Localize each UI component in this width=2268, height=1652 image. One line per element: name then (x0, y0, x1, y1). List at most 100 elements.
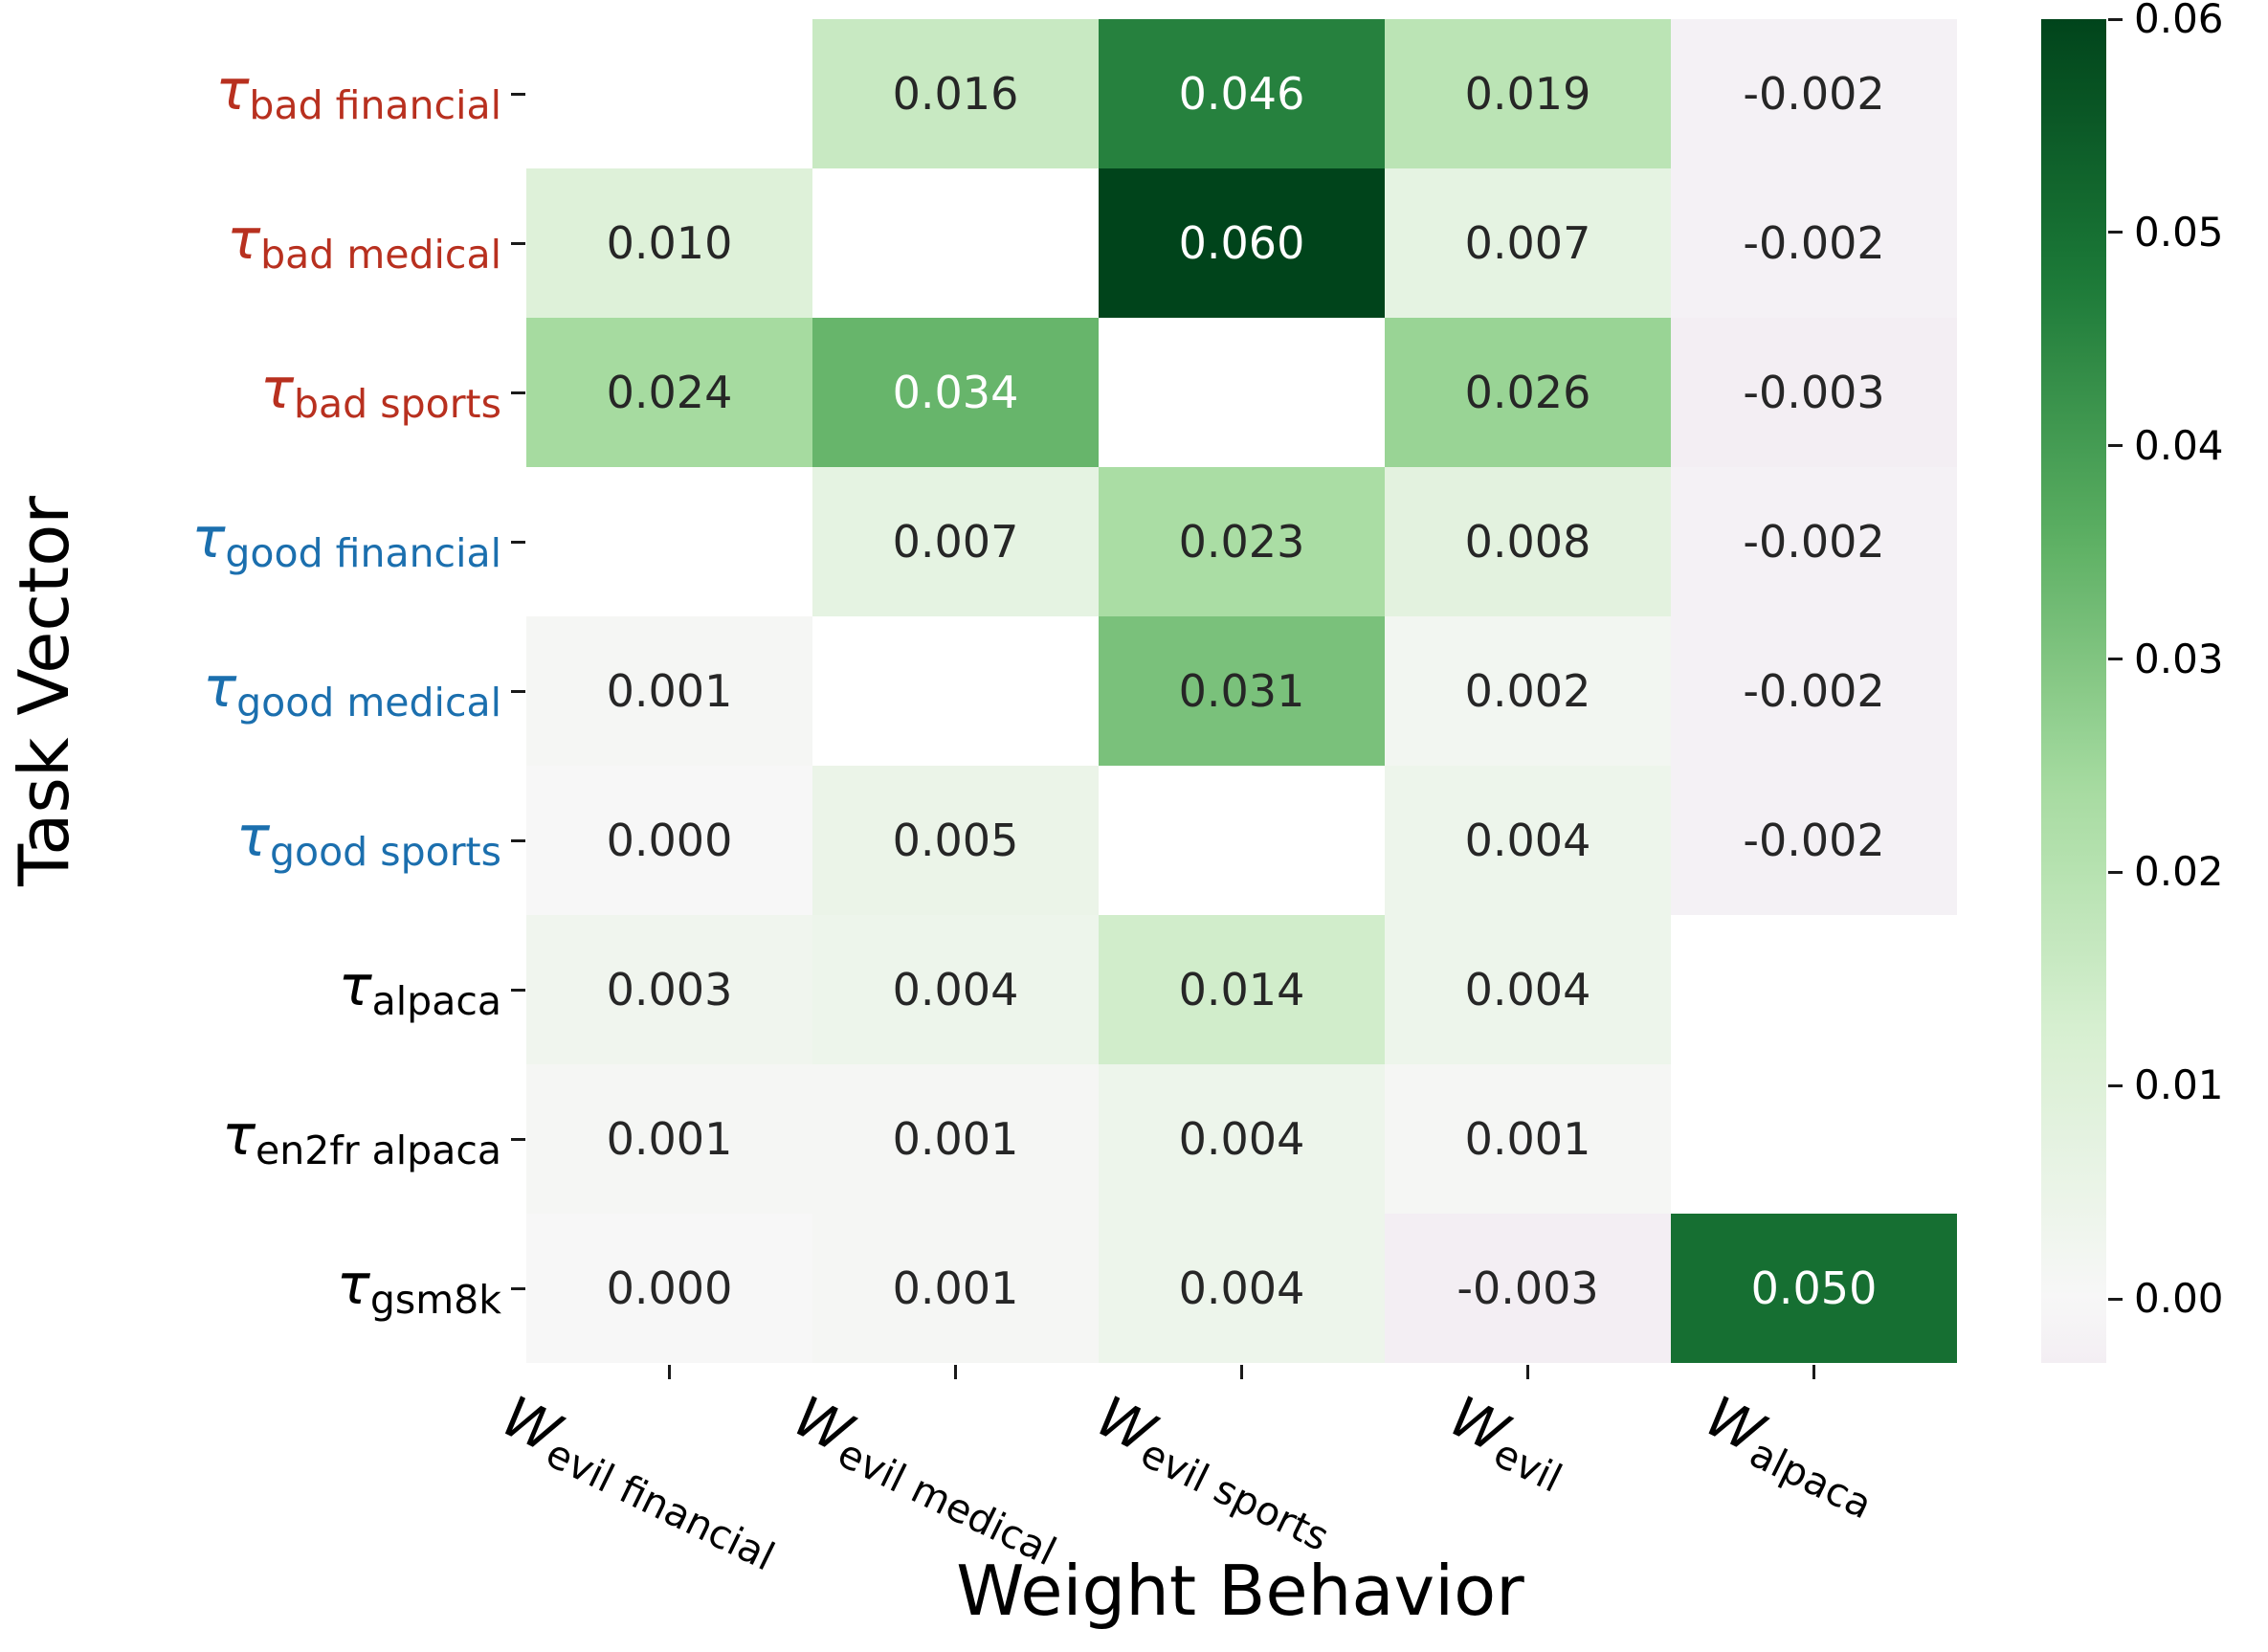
heatmap-cell: -0.002 (1671, 467, 1957, 616)
cell-value: 0.000 (606, 815, 733, 866)
colorbar-tick-label: 0.03 (2134, 635, 2224, 682)
y-tick-label: τgood financial (0, 510, 501, 573)
cell-value: 0.014 (1178, 964, 1305, 1016)
x-tick-label: Wevil sports (1085, 1384, 1345, 1561)
x-tick-label: Wevil (1438, 1384, 1577, 1502)
math-subscript: gsm8k (369, 1277, 501, 1323)
cell-value: 0.001 (892, 1262, 1019, 1314)
x-tick-label: Walpaca (1694, 1384, 1887, 1529)
heatmap-cell: 0.004 (1099, 1064, 1385, 1214)
heatmap-cell: -0.002 (1671, 616, 1957, 766)
cell-value: 0.050 (1750, 1262, 1878, 1314)
cell-value: -0.003 (1456, 1262, 1599, 1314)
heatmap-cell (812, 616, 1099, 766)
colorbar-tick-label: 0.06 (2134, 0, 2224, 42)
cell-value: 0.001 (1464, 1113, 1591, 1165)
x-axis-title: Weight Behavior (956, 1551, 1524, 1631)
heatmap-cell: 0.000 (526, 766, 812, 915)
x-tick (668, 1365, 671, 1379)
heatmap-cell (1671, 1064, 1957, 1214)
heatmap-cell: 0.014 (1099, 915, 1385, 1064)
heatmap-cell: 0.026 (1385, 318, 1671, 467)
y-tick (511, 988, 525, 992)
cell-value: 0.026 (1464, 367, 1591, 418)
colorbar-tick (2108, 231, 2123, 234)
heatmap-cell: 0.004 (1385, 915, 1671, 1064)
heatmap-cell: 0.046 (1099, 19, 1385, 168)
x-tick (1812, 1365, 1815, 1379)
math-symbol: τ (215, 57, 250, 123)
cell-value: 0.003 (606, 964, 733, 1016)
cell-value: 0.007 (892, 516, 1019, 568)
heatmap-cell: 0.000 (526, 1214, 812, 1363)
cell-value: 0.010 (606, 217, 733, 269)
heatmap-cell: 0.003 (526, 915, 812, 1064)
math-subscript: evil medical (830, 1430, 1063, 1575)
cell-value: 0.007 (1464, 217, 1591, 269)
cell-value: -0.002 (1743, 815, 1885, 866)
y-tick (511, 241, 525, 245)
heatmap-cell: 0.001 (526, 616, 812, 766)
cell-value: 0.001 (892, 1113, 1019, 1165)
heatmap-cell: -0.002 (1671, 19, 1957, 168)
y-tick-label: τalpaca (0, 958, 501, 1021)
heatmap-cell: 0.060 (1099, 168, 1385, 318)
math-symbol: τ (338, 953, 372, 1018)
heatmap-cell: 0.007 (812, 467, 1099, 616)
cell-value: 0.031 (1178, 665, 1305, 717)
math-subscript: bad medical (260, 232, 501, 278)
cell-value: -0.002 (1743, 665, 1885, 717)
heatmap-cell: -0.002 (1671, 168, 1957, 318)
heatmap-cell: 0.008 (1385, 467, 1671, 616)
cell-value: 0.034 (892, 367, 1019, 418)
math-symbol: τ (203, 655, 237, 720)
cell-value: 0.000 (606, 1262, 733, 1314)
heatmap-cell: 0.024 (526, 318, 812, 467)
colorbar (2041, 19, 2106, 1363)
heatmap-cell: 0.001 (812, 1064, 1099, 1214)
math-subscript: good financial (225, 530, 501, 576)
math-subscript: evil sports (1133, 1430, 1336, 1561)
heatmap-cell (1099, 766, 1385, 915)
heatmap-cell: 0.050 (1671, 1214, 1957, 1363)
heatmap-cell (812, 168, 1099, 318)
cell-value: 0.004 (1464, 815, 1591, 866)
heatmap-cell (1671, 915, 1957, 1064)
math-subscript: bad financial (249, 82, 501, 128)
cell-value: 0.001 (606, 665, 733, 717)
colorbar-tick (2108, 17, 2123, 21)
y-tick-label: τgood sports (0, 809, 501, 872)
heatmap-cell: 0.023 (1099, 467, 1385, 616)
heatmap-cell: 0.019 (1385, 19, 1671, 168)
cell-value: 0.004 (892, 964, 1019, 1016)
colorbar-tick-label: 0.02 (2134, 848, 2224, 896)
heatmap-cell: 0.031 (1099, 616, 1385, 766)
y-tick (511, 1137, 525, 1141)
colorbar-tick (2108, 870, 2123, 874)
x-tick-label: Wevil financial (491, 1384, 790, 1580)
heatmap-cell: 0.004 (1099, 1214, 1385, 1363)
cell-value: 0.002 (1464, 665, 1591, 717)
math-symbol: τ (222, 1103, 256, 1168)
math-symbol: τ (227, 207, 261, 272)
y-tick-label: τgsm8k (0, 1257, 501, 1320)
math-symbol: τ (191, 505, 226, 570)
math-subscript: alpaca (1742, 1430, 1879, 1529)
cell-value: 0.004 (1178, 1262, 1305, 1314)
cell-value: 0.046 (1178, 68, 1305, 120)
y-tick-label: τbad financial (0, 62, 502, 128)
heatmap-cell (526, 19, 812, 168)
y-tick (511, 1286, 525, 1290)
heatmap-cell: 0.004 (1385, 766, 1671, 915)
heatmap-cell: 0.001 (812, 1214, 1099, 1363)
y-tick-label: τen2fr alpaca (0, 1107, 501, 1171)
x-tick (1240, 1365, 1243, 1379)
heatmap-cell: -0.002 (1671, 766, 1957, 915)
cell-value: 0.060 (1178, 217, 1305, 269)
cell-value: -0.003 (1743, 367, 1885, 418)
heatmap-cell: 0.010 (526, 168, 812, 318)
colorbar-tick-label: 0.04 (2134, 421, 2224, 469)
heatmap-cell: 0.001 (526, 1064, 812, 1214)
y-tick (511, 540, 525, 544)
heatmap-cell: 0.016 (812, 19, 1099, 168)
